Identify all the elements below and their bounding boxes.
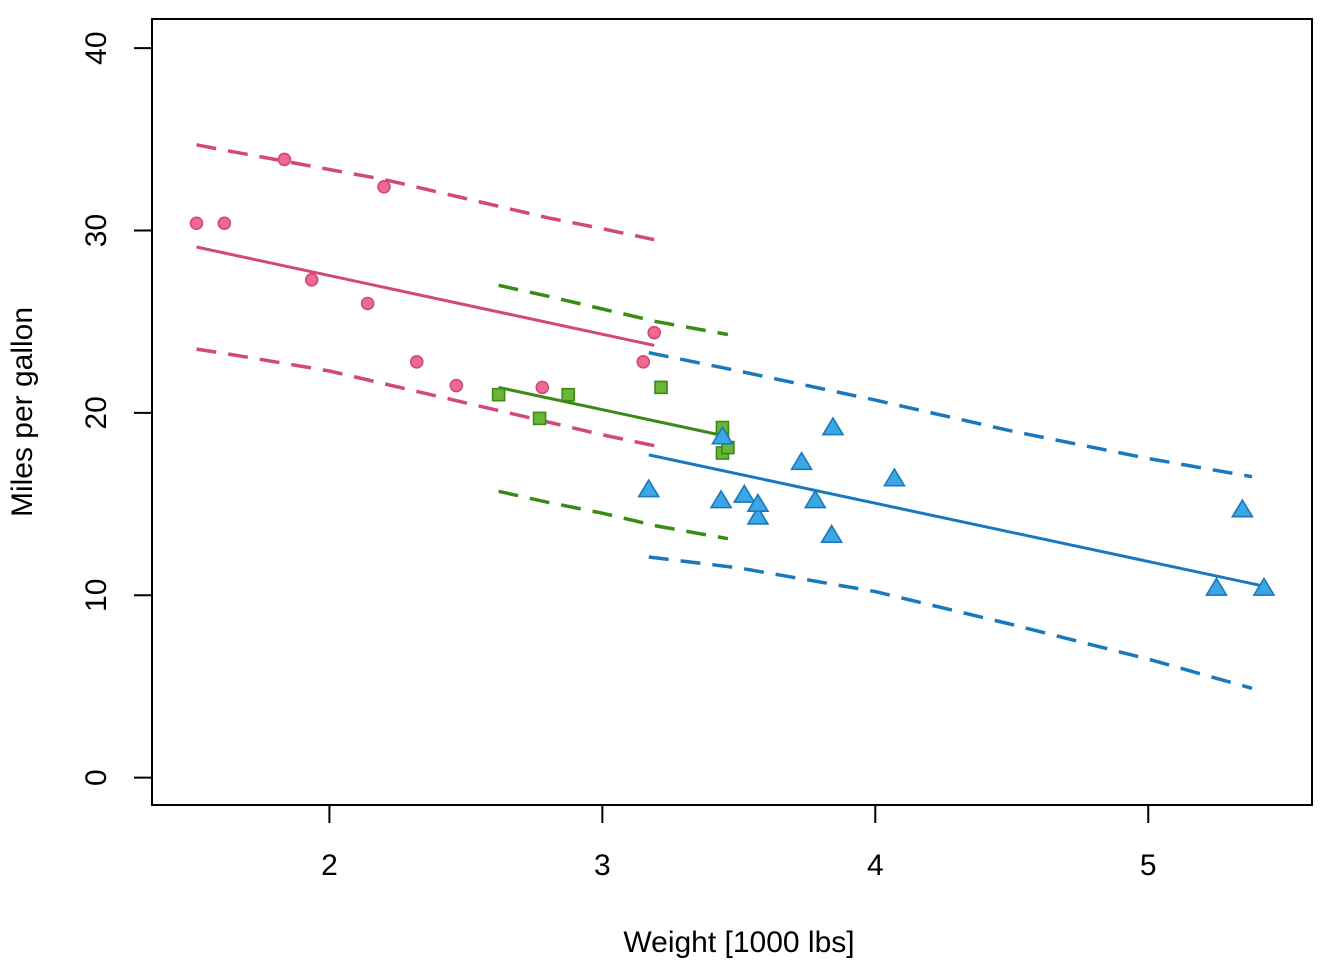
x-axis-title: Weight [1000 lbs] [623, 926, 854, 959]
data-points [189, 152, 1276, 596]
series-1-point [360, 296, 375, 311]
series-1-point [449, 378, 464, 393]
series-3-point [820, 524, 844, 544]
series-3-point [746, 493, 770, 513]
series-1-point [636, 355, 651, 369]
y-tick-label: 20 [80, 396, 113, 429]
series-1-point [217, 216, 232, 231]
y-tick-label: 30 [80, 214, 113, 247]
series-2-fit-line [498, 385, 729, 439]
series-2-point [491, 387, 506, 402]
fit-lines [196, 245, 1265, 588]
series-3-band-upper [648, 350, 1253, 479]
series-1-point [377, 179, 391, 194]
series-1-fit-line [196, 245, 655, 347]
series-3-band-lower [648, 555, 1253, 690]
series-3-point [746, 505, 770, 525]
series-2-point [532, 411, 547, 426]
y-tick-label: 40 [80, 31, 113, 64]
series-2-band-lower [498, 489, 729, 541]
series-3-point [732, 483, 756, 503]
x-tick-label: 3 [594, 849, 611, 882]
series-3-point [1205, 576, 1228, 596]
series-1-point [277, 152, 292, 167]
series-1-band-lower [196, 347, 655, 448]
series-3-point [882, 467, 906, 487]
series-2-point [561, 387, 576, 402]
x-tick-label: 2 [321, 849, 338, 882]
y-axis: 0 10 20 30 40 [80, 31, 153, 786]
series-3-point [1252, 576, 1276, 596]
series-1-point [304, 272, 319, 287]
series-3-point [803, 489, 827, 509]
x-tick-label: 5 [1140, 849, 1157, 882]
y-tick-label: 10 [80, 579, 113, 612]
series-1-point [189, 216, 204, 231]
series-1-point [647, 325, 662, 340]
x-axis: 2 3 4 5 [321, 804, 1157, 882]
y-tick-label: 0 [80, 769, 113, 786]
series-3-point [821, 416, 845, 436]
plot-frame [151, 18, 1313, 806]
series-3-point [637, 478, 661, 498]
series-2-point [654, 380, 668, 395]
series-1-point [535, 380, 550, 395]
series-3-fit-line [648, 453, 1265, 588]
series-3-point [790, 451, 814, 471]
series-2-band-upper [498, 283, 729, 337]
series-1-band-upper [196, 143, 655, 242]
y-axis-title: Miles per gallon [6, 307, 39, 517]
series-1-point [409, 355, 424, 369]
prediction-bands [196, 143, 1253, 690]
series-3-point [711, 425, 734, 445]
x-tick-label: 4 [867, 849, 884, 882]
series-3-point [1230, 498, 1254, 518]
series-3-point [709, 489, 733, 509]
